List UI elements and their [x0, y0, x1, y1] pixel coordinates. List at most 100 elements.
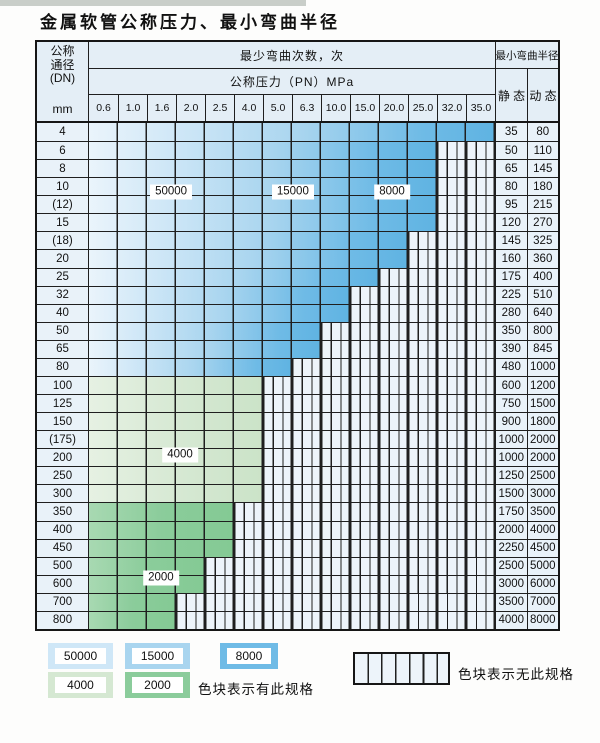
pressure-tick: 32.0	[437, 95, 466, 121]
colored-band-blue	[89, 160, 437, 178]
static-value: 120	[495, 214, 527, 232]
pressure-cells	[89, 413, 495, 431]
static-value: 175	[495, 268, 527, 286]
dynamic-value: 8000	[526, 611, 558, 629]
colored-band-green-light	[89, 376, 263, 395]
table-row: 4 35 80	[37, 123, 558, 142]
dn-value: 400	[37, 521, 89, 539]
dn-value: (12)	[37, 196, 89, 214]
dynamic-value: 3000	[526, 485, 558, 503]
no-spec-hatch	[263, 467, 495, 485]
dynamic-value: 1200	[526, 376, 558, 395]
table-row: 500 2500 5000	[37, 556, 558, 575]
no-spec-hatch	[379, 268, 495, 286]
dynamic-value: 2000	[526, 431, 558, 449]
legend-swatch-4000: 4000	[48, 672, 113, 698]
no-spec-hatch	[205, 557, 495, 575]
legend-no-spec-note: 色块表示无此规格	[458, 667, 574, 682]
dynamic-column-header: 动 态	[527, 69, 558, 121]
pressure-cells	[89, 485, 495, 503]
pressure-tick: 4.0	[234, 95, 263, 121]
pressure-cells	[89, 286, 495, 304]
static-column-header: 静 态	[497, 88, 526, 103]
dynamic-value: 510	[526, 286, 558, 304]
dynamic-value: 180	[526, 178, 558, 196]
dynamic-value: 270	[526, 214, 558, 232]
table-row: 125 750 1500	[37, 394, 558, 413]
dynamic-value: 6000	[526, 575, 558, 593]
static-value: 390	[495, 340, 527, 358]
pressure-cells	[89, 467, 495, 485]
table-row: 20 160 360	[37, 249, 558, 268]
dn-header-line: 通径	[50, 57, 75, 72]
pressure-cells	[89, 214, 495, 232]
dn-value: 20	[37, 250, 89, 268]
dynamic-value: 5000	[526, 557, 558, 575]
colored-band-blue	[89, 142, 437, 160]
static-value: 1250	[495, 467, 527, 485]
colored-band-blue	[89, 358, 292, 376]
colored-band-green-light	[89, 431, 263, 449]
no-spec-hatch	[263, 431, 495, 449]
dn-value: (175)	[37, 431, 89, 449]
dynamic-value: 145	[526, 160, 558, 178]
no-spec-hatch	[263, 395, 495, 413]
dynamic-value: 80	[526, 123, 558, 142]
no-spec-hatch	[234, 521, 495, 539]
static-value: 3000	[495, 575, 527, 593]
dn-value: 15	[37, 214, 89, 232]
pressure-tick: 35.0	[466, 95, 495, 121]
table-row: 400 2000 4000	[37, 520, 558, 539]
dynamic-value: 360	[526, 250, 558, 268]
no-spec-hatch	[263, 449, 495, 467]
pressure-cells	[89, 123, 495, 142]
static-value: 2250	[495, 539, 527, 557]
pressure-cells	[89, 503, 495, 521]
pressure-cells	[89, 160, 495, 178]
table-row: 600 3000 6000	[37, 574, 558, 593]
scan-edge-strip	[0, 0, 306, 6]
dn-value: 600	[37, 575, 89, 593]
table-row: 8 65 145	[37, 159, 558, 178]
no-spec-hatch	[234, 539, 495, 557]
pressure-tick: 6.3	[292, 95, 321, 121]
no-spec-hatch	[350, 304, 495, 322]
table-row: 15 120 270	[37, 213, 558, 232]
no-spec-hatch	[176, 593, 495, 611]
colored-band-blue	[89, 214, 437, 232]
no-spec-hatch	[437, 214, 495, 232]
band-count-label: 50000	[150, 184, 193, 200]
no-spec-hatch	[176, 611, 495, 629]
colored-band-blue	[89, 322, 321, 340]
no-spec-hatch	[263, 485, 495, 503]
table-row: 40 280 640	[37, 303, 558, 322]
dn-value: 50	[37, 322, 89, 340]
dn-value: 125	[37, 395, 89, 413]
table-row: 50 350 800	[37, 321, 558, 340]
dn-header-cell: 公称 通径 (DN) mm	[37, 42, 89, 121]
table-header: 公称 通径 (DN) mm 最少弯曲次数，次 公称压力（PN）MPa 0.6 1.…	[37, 42, 559, 123]
table-row: (175) 1000 2000	[37, 430, 558, 449]
dn-value: 500	[37, 557, 89, 575]
static-value: 1500	[495, 485, 527, 503]
no-spec-hatch	[408, 250, 495, 268]
pressure-cells	[89, 340, 495, 359]
pressure-cells	[89, 395, 495, 413]
page-title: 金属软管公称压力、最小弯曲半径	[40, 13, 340, 33]
dn-value: 32	[37, 286, 89, 304]
pressure-cells	[89, 611, 495, 630]
pressure-tick: 20.0	[379, 95, 408, 121]
dn-value: 350	[37, 503, 89, 521]
colored-band-blue	[89, 123, 495, 142]
pressure-cells	[89, 142, 495, 160]
colored-band-blue	[89, 268, 379, 286]
static-value: 50	[495, 142, 527, 160]
static-value: 95	[495, 196, 527, 214]
table-row: 200 1000 2000	[37, 448, 558, 467]
no-spec-hatch	[408, 232, 495, 250]
pressure-tick: 10.0	[321, 95, 350, 121]
colored-band-green-dark	[89, 539, 234, 557]
no-spec-hatch	[437, 160, 495, 178]
no-spec-hatch	[234, 503, 495, 521]
